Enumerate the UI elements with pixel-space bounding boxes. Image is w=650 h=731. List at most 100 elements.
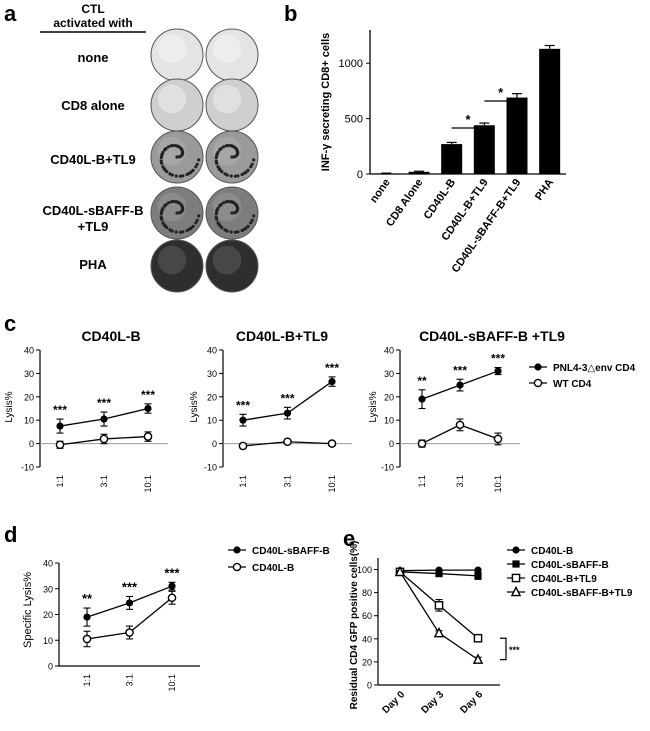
d-annotation: *** [122, 579, 138, 594]
e-point-1-1 [435, 569, 443, 578]
elispot-well-sheen-4-1 [212, 245, 242, 275]
e-point-3-0 [394, 565, 406, 577]
elispot-spot [252, 214, 256, 218]
c3-x-tick-label: 10:1 [493, 475, 503, 493]
elispot-spot [244, 226, 248, 230]
c2-title: CD40L-B+TL9 [236, 328, 328, 344]
c3-y-axis-label: Lysis% [368, 391, 379, 422]
b-y-axis-label: INF-γ secreting CD8+ cells [320, 33, 332, 171]
elispot-spot [232, 155, 236, 159]
d-x-tick-label: 1:1 [82, 674, 92, 687]
d-point-0-1 [125, 599, 134, 607]
e-legend-label-3: CD40L-sBAFF-B+TL9 [531, 588, 633, 599]
e-point-2-2 [473, 633, 483, 643]
elispot-spot [230, 200, 234, 204]
c3-annotation: *** [491, 352, 505, 366]
panel-e-letter: e [343, 526, 355, 551]
c1-x-tick-label: 10:1 [143, 475, 153, 493]
c1-y-tick-label: 0 [29, 439, 34, 449]
elispot-spot [252, 158, 256, 162]
elispot-spot [240, 172, 244, 177]
elispot-spot [223, 228, 227, 232]
e-point-3-2 [472, 653, 484, 664]
b-y-tick-label: 500 [345, 114, 363, 126]
elispot-spot [219, 203, 223, 207]
d-annotation: *** [164, 565, 180, 580]
panel-a-row-label-sbaff-2: +TL9 [78, 219, 109, 234]
elispot-spot [178, 230, 182, 234]
d-point-1-1 [125, 628, 134, 637]
e-point-2-1 [434, 601, 444, 610]
e-sig-bracket [500, 637, 507, 661]
elispot-spot [233, 174, 237, 178]
c2-y-tick-label: 10 [207, 416, 217, 426]
c1-point-1-0 [55, 440, 65, 450]
c1-y-tick-label: 10 [24, 416, 34, 426]
d-point-0-0 [83, 613, 91, 621]
c1-point-0-2 [144, 404, 152, 413]
elispot-spot [180, 204, 184, 208]
bar-CD40L-B+TL9 [473, 125, 495, 174]
c2-x-tick-label: 1:1 [238, 475, 248, 488]
d-x-tick-label: 10:1 [167, 674, 177, 692]
c2-y-tick-label: 0 [212, 439, 217, 449]
c2-x-tick-label: 3:1 [283, 475, 293, 488]
elispot-spot [216, 150, 220, 155]
elispot-spot [177, 155, 181, 159]
c3-title: CD40L-sBAFF-B +TL9 [419, 328, 565, 344]
b-y-tick-label: 0 [357, 169, 363, 181]
b-sig-star: * [498, 85, 504, 100]
chart-c3: -10 0 10 20 30 40 1:1 3:1 10:1 Lysis% CD40L-sBAFF-… [368, 328, 636, 493]
c2-point-1-0 [238, 441, 248, 451]
c2-x-tick-label: 10:1 [327, 475, 337, 493]
elispot-spot [215, 210, 219, 214]
c2-y-tick-label: -10 [204, 463, 217, 473]
elispot-spot [235, 204, 239, 208]
chart-e: 0 20 40 60 80 100 Day 0 Day 3 Day 6 Residual CD4 … [349, 541, 633, 716]
elispot-spot [246, 168, 250, 172]
panel-a-header-1: CTL [81, 2, 104, 16]
elispot-spot [223, 172, 227, 176]
b-x-tick-label: none [368, 177, 393, 205]
e-legend-marker-0 [512, 546, 520, 554]
elispot-well-sheen-4-0 [157, 245, 187, 275]
e-y-tick-label: 100 [357, 565, 372, 575]
d-legend-label-0: CD40L-sBAFF-B [252, 546, 330, 557]
d-y-tick-label: 30 [43, 584, 53, 594]
elispot-spot [226, 199, 230, 204]
elispot-spot [166, 145, 171, 149]
elispot-spot [159, 159, 163, 163]
e-y-tick-label: 40 [362, 634, 372, 644]
elispot-spot [160, 210, 164, 214]
e-point-3-1 [433, 626, 445, 638]
c3-point-1-2 [493, 434, 503, 444]
elispot-spot [250, 162, 254, 166]
elispot-spot [215, 154, 219, 158]
c3-annotation: ** [417, 374, 427, 388]
c2-y-tick-label: 20 [207, 392, 217, 402]
elispot-spot [229, 230, 233, 234]
chart-b: 0 500 1000 INF-γ secreting CD8+ cells none CD… [320, 30, 566, 275]
elispot-spot [230, 211, 234, 215]
elispot-spot [161, 206, 165, 211]
elispot-spot [236, 174, 240, 178]
panel-c-letter: c [4, 311, 16, 336]
bar-PHA [539, 48, 561, 175]
panel-b-letter: b [284, 1, 297, 26]
e-sig-label: *** [509, 645, 520, 655]
e-legend-label-2: CD40L-B+TL9 [531, 574, 597, 585]
c3-y-tick-label: 20 [384, 392, 394, 402]
b-sig-star: * [465, 112, 471, 127]
elispot-wells [150, 28, 259, 293]
c2-annotation: *** [280, 391, 294, 405]
e-x-tick-label: Day 6 [458, 689, 485, 716]
elispot-well-4-0 [150, 239, 204, 293]
bar-none [375, 173, 397, 174]
c3-y-tick-label: 30 [384, 369, 394, 379]
elispot-spot [216, 165, 220, 169]
e-x-tick-label: Day 0 [380, 689, 407, 716]
panel-a-row-label-cd40l-tl9: CD40L-B+TL9 [50, 152, 136, 167]
c3-x-tick-label: 1:1 [417, 475, 427, 488]
e-line-3 [399, 571, 479, 661]
elispot-spot [246, 224, 250, 228]
